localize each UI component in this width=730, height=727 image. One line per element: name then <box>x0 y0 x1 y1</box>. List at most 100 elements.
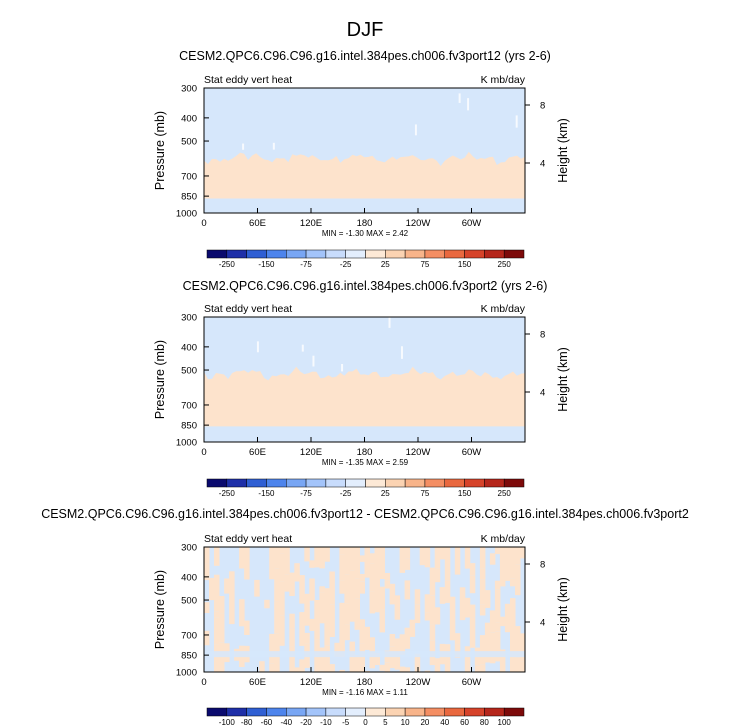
y-tick-label: 400 <box>181 572 197 583</box>
y-axis-label: Pressure (mb) <box>153 340 167 419</box>
warm-cell <box>379 664 385 671</box>
right-label: K mb/day <box>481 74 526 86</box>
y-tick-label: 500 <box>181 596 197 607</box>
warm-cell <box>510 547 516 579</box>
warm-cell <box>279 547 285 554</box>
colorbar-swatch <box>503 707 525 717</box>
warm-cell <box>349 570 355 594</box>
warm-cell <box>299 659 305 672</box>
colorbar-swatch <box>404 707 426 717</box>
warm-cell <box>339 602 345 637</box>
left-label: Stat eddy vert heat <box>204 533 292 545</box>
warm-cell <box>399 634 406 655</box>
warm-cell <box>469 617 476 648</box>
warm-cell <box>379 609 385 633</box>
warm-cell <box>274 568 280 602</box>
x-tick-label: 120E <box>300 677 322 688</box>
warm-cell <box>369 553 375 564</box>
warm-cell <box>294 667 300 672</box>
y2-tick-label: 4 <box>540 618 545 629</box>
warm-cell <box>214 644 220 672</box>
y2-tick-label: 8 <box>540 101 545 112</box>
warm-cell <box>444 547 451 581</box>
warm-cell <box>329 571 335 605</box>
warm-cell <box>304 632 310 644</box>
warm-cell <box>414 589 421 605</box>
warm-cell <box>274 601 280 634</box>
warm-cell <box>494 622 501 632</box>
speck <box>341 364 344 372</box>
y-tick-label: 500 <box>181 137 197 148</box>
speck <box>272 142 275 150</box>
colorbar-swatch <box>206 249 228 259</box>
warm-cell <box>224 578 230 594</box>
warm-cell <box>229 595 235 625</box>
warm-cell <box>434 568 441 583</box>
warm-cell <box>429 624 436 641</box>
warm-cell <box>404 558 411 570</box>
x-tick-label: 60E <box>249 447 266 458</box>
colorbar-swatch <box>246 707 267 717</box>
x-tick-label: 120W <box>406 218 431 229</box>
colorbar-label: -25 <box>340 260 352 269</box>
colorbar-label: 250 <box>498 489 512 498</box>
colorbar-label: 100 <box>498 718 512 727</box>
y-tick-label: 300 <box>181 313 197 324</box>
warm-cell <box>314 547 320 568</box>
speck <box>467 98 470 111</box>
warm-cell <box>304 593 310 626</box>
colorbar-swatch <box>286 249 307 259</box>
warm-cell <box>459 587 466 621</box>
colorbar-swatch <box>325 478 346 488</box>
warm-cell <box>374 547 380 563</box>
warm-cell <box>464 547 471 563</box>
warm-cell <box>289 646 295 671</box>
panel-3: CESM2.QPC6.C96.C96.g16.intel.384pes.ch00… <box>41 507 689 727</box>
warm-cell <box>319 547 325 569</box>
warm-cell <box>424 547 431 568</box>
x-tick-label: 180 <box>357 218 373 229</box>
panel-title: CESM2.QPC6.C96.C96.g16.intel.384pes.ch00… <box>41 507 689 521</box>
warm-cell <box>414 604 421 624</box>
y-tick-label: 400 <box>181 342 197 353</box>
warm-cell <box>499 569 506 587</box>
colorbar-swatch <box>424 478 445 488</box>
warm-cell <box>404 667 411 672</box>
colorbar-swatch <box>503 249 525 259</box>
left-label: Stat eddy vert heat <box>204 303 292 315</box>
warm-cell <box>359 665 365 672</box>
warm-cell <box>520 661 526 672</box>
colorbar-label: -80 <box>241 718 253 727</box>
warm-cell <box>494 637 501 662</box>
warm-cell <box>219 655 225 672</box>
warm-cell <box>284 547 290 575</box>
colorbar-swatch <box>305 249 327 259</box>
colorbar-label: -75 <box>300 489 312 498</box>
colorbar-swatch <box>226 478 247 488</box>
warm-cell <box>284 574 290 592</box>
warm-cell <box>379 547 385 568</box>
warm-cell <box>454 644 461 658</box>
y-axis-label: Pressure (mb) <box>153 111 167 190</box>
min-max-text: MIN = -1.16 MAX = 1.11 <box>322 688 408 697</box>
right-label: K mb/day <box>481 533 526 545</box>
warm-cell <box>319 670 325 672</box>
colorbar-swatch <box>286 478 307 488</box>
colorbar-label: -75 <box>300 260 312 269</box>
colorbar-swatch <box>503 478 525 488</box>
y-tick-label: 1000 <box>176 438 197 449</box>
speck <box>515 115 518 128</box>
warm-cell <box>444 644 451 672</box>
y2-tick-label: 8 <box>540 330 545 341</box>
warm-cell <box>424 670 431 672</box>
y-tick-label: 700 <box>181 630 197 641</box>
warm-cell <box>359 574 365 582</box>
warm-cell <box>289 670 295 672</box>
warm-cell <box>349 641 355 657</box>
warm-cell <box>379 567 385 579</box>
warm-cell <box>269 654 275 664</box>
colorbar-swatch <box>424 707 445 717</box>
colorbar-label: 150 <box>458 260 472 269</box>
warm-cell <box>419 547 426 566</box>
warm-cell <box>319 647 325 671</box>
